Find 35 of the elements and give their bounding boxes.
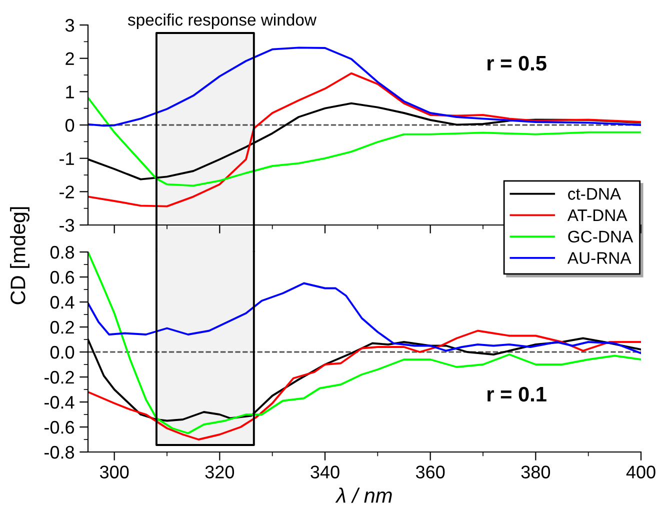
y-tick-label: 0.6: [50, 270, 74, 284]
x-tick-label: 300: [100, 466, 129, 478]
y-tick-label: 0.4: [50, 296, 74, 309]
line-series: [88, 252, 641, 434]
x-tick-label: 400: [626, 466, 656, 478]
legend-label: GC-DNA: [568, 230, 634, 243]
x-axis-title: λ / nm: [335, 488, 392, 503]
x-tick-label: 320: [205, 466, 234, 478]
legend-label: AU-RNA: [567, 252, 632, 264]
annotation: r = 0.5: [488, 56, 546, 71]
y-tick-label: -0.4: [44, 396, 74, 409]
line-series: [88, 46, 641, 127]
x-tick-label: 340: [310, 466, 340, 478]
y-tick-label: 1: [66, 86, 74, 98]
y-tick-label: 0.2: [50, 320, 74, 334]
legend-label: ct-DNA: [568, 188, 622, 200]
y-tick-label: 2: [66, 52, 74, 65]
band-label: specific response window: [128, 13, 317, 29]
legend-label: AT-DNA: [567, 210, 628, 222]
y-tick-label: 0.8: [50, 246, 74, 259]
annotation: r = 0.1: [488, 386, 546, 402]
y-tick-label: 0: [65, 118, 74, 132]
y-tick-label: -0.6: [44, 420, 74, 434]
y-tick-label: -2: [60, 186, 74, 198]
y-tick-label: 3: [65, 18, 74, 32]
x-tick-label: 380: [521, 466, 550, 478]
y-axis-title: CD [mdeg]: [10, 207, 30, 304]
y-tick-label: -3: [60, 218, 74, 232]
y-tick-label: 0.0: [50, 346, 74, 359]
y-tick-label: -1: [60, 152, 74, 165]
line-series: [88, 330, 641, 440]
line-series: [88, 282, 641, 354]
y-tick-label: -0.2: [44, 370, 74, 384]
y-tick-label: -0.8: [44, 446, 74, 459]
x-tick-label: 360: [416, 466, 445, 478]
